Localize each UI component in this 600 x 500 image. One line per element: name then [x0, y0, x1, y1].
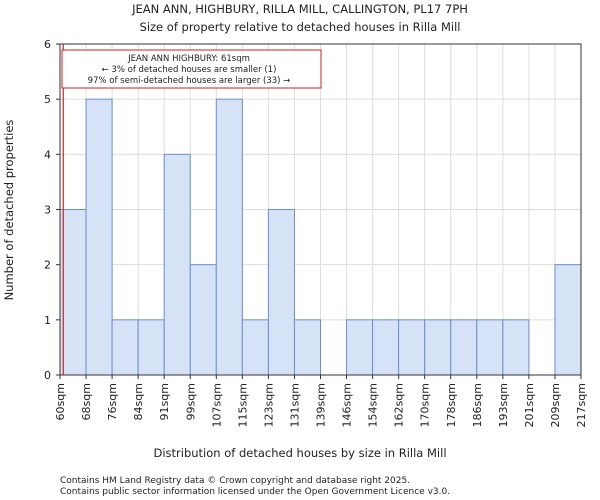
x-axis-ticks: 60sqm 68sqm 76sqm 84sqm 91sqm 99sqm 107sqm 115s… — [54, 375, 588, 427]
chart-title-line1: JEAN ANN, HIGHBURY, RILLA MILL, CALLINGT… — [131, 2, 468, 16]
bar-115sqm — [241, 319, 269, 376]
bar-209sqm — [554, 264, 582, 376]
y-tick-label-5: 5 — [44, 93, 51, 106]
footer-line2: Contains public sector information licen… — [60, 487, 450, 497]
y-tick-label-1: 1 — [44, 314, 51, 327]
bar-68sqm — [85, 98, 113, 376]
y-axis-label: Number of detached properties — [2, 120, 16, 301]
y-tick-label-4: 4 — [44, 148, 51, 161]
bar-123sqm — [267, 209, 295, 376]
y-tick-label-6: 6 — [44, 38, 51, 51]
annotation-box: JEAN ANN HIGHBURY: 61sqm ← 3% of detache… — [61, 49, 322, 89]
annotation-line2: ← 3% of detached houses are smaller (1) — [102, 65, 277, 75]
bar-186sqm — [476, 319, 504, 376]
x-tick-label-162sqm: 162sqm — [393, 383, 406, 427]
y-tick-label-0: 0 — [44, 369, 51, 382]
x-tick-label-107sqm: 107sqm — [210, 383, 223, 427]
y-tick-label-3: 3 — [44, 204, 51, 217]
x-tick-label-201sqm: 201sqm — [523, 383, 536, 427]
bars — [59, 98, 582, 376]
x-tick-label-146sqm: 146sqm — [341, 383, 354, 427]
x-tick-label-84sqm: 84sqm — [132, 383, 145, 420]
x-tick-label-76sqm: 76sqm — [106, 383, 119, 420]
x-tick-label-217sqm: 217sqm — [575, 383, 588, 427]
bar-154sqm — [372, 319, 400, 376]
bar-60sqm — [59, 209, 87, 376]
x-tick-label-91sqm: 91sqm — [158, 383, 171, 420]
x-tick-label-139sqm: 139sqm — [315, 383, 328, 427]
annotation-line1: JEAN ANN HIGHBURY: 61sqm — [127, 54, 250, 64]
bar-76sqm — [111, 319, 139, 376]
x-tick-label-68sqm: 68sqm — [80, 383, 93, 420]
x-tick-label-209sqm: 209sqm — [549, 383, 562, 427]
plot-frame — [59, 43, 582, 376]
bar-107sqm — [215, 98, 243, 376]
x-tick-label-60sqm: 60sqm — [54, 383, 67, 420]
x-tick-label-131sqm: 131sqm — [288, 383, 301, 427]
x-tick-label-154sqm: 154sqm — [367, 383, 380, 427]
footer-line1: Contains HM Land Registry data © Crown c… — [60, 476, 410, 486]
bar-178sqm — [450, 319, 478, 376]
annotation-line3: 97% of semi-detached houses are larger (… — [88, 76, 291, 86]
x-tick-label-99sqm: 99sqm — [184, 383, 197, 420]
x-axis-label: Distribution of detached houses by size … — [153, 446, 446, 460]
bar-84sqm — [137, 319, 165, 376]
x-tick-label-123sqm: 123sqm — [262, 383, 275, 427]
y-tick-label-2: 2 — [44, 259, 51, 272]
bar-99sqm — [189, 264, 217, 376]
bar-91sqm — [163, 153, 191, 376]
x-tick-label-170sqm: 170sqm — [419, 383, 432, 427]
chart-title-line2: Size of property relative to detached ho… — [140, 20, 461, 34]
x-tick-label-193sqm: 193sqm — [497, 383, 510, 427]
bar-131sqm — [293, 319, 322, 376]
bar-170sqm — [424, 319, 452, 376]
x-tick-label-186sqm: 186sqm — [471, 383, 484, 427]
x-tick-label-115sqm: 115sqm — [236, 383, 249, 427]
bar-146sqm — [346, 319, 374, 376]
bar-162sqm — [398, 319, 426, 376]
y-axis-ticks: 0 1 2 3 4 5 6 — [44, 38, 60, 382]
bar-193sqm — [502, 319, 530, 376]
x-tick-label-178sqm: 178sqm — [445, 383, 458, 427]
